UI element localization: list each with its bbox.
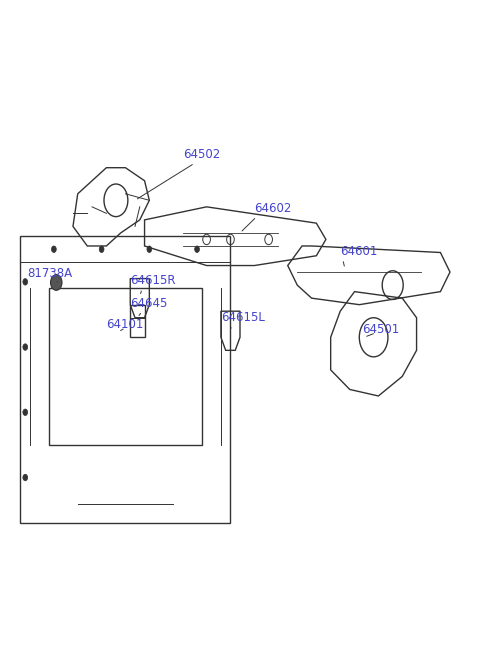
Circle shape — [147, 246, 152, 252]
Bar — [21, 236, 230, 523]
Bar — [130, 305, 144, 337]
Bar — [49, 288, 202, 445]
Text: 81738A: 81738A — [28, 267, 73, 280]
Circle shape — [50, 274, 62, 290]
Text: 64615R: 64615R — [130, 274, 176, 287]
Text: 64601: 64601 — [340, 245, 378, 257]
Text: 64101: 64101 — [107, 318, 144, 331]
Circle shape — [51, 246, 56, 252]
Circle shape — [23, 474, 28, 481]
Text: 64602: 64602 — [254, 202, 292, 215]
Text: 64501: 64501 — [362, 323, 399, 336]
Circle shape — [23, 409, 28, 415]
Circle shape — [195, 246, 199, 252]
Circle shape — [99, 246, 104, 252]
Circle shape — [23, 278, 28, 285]
Text: 64502: 64502 — [183, 148, 220, 161]
Circle shape — [23, 344, 28, 350]
Text: 64615L: 64615L — [221, 311, 265, 324]
Text: 64645: 64645 — [130, 297, 168, 310]
